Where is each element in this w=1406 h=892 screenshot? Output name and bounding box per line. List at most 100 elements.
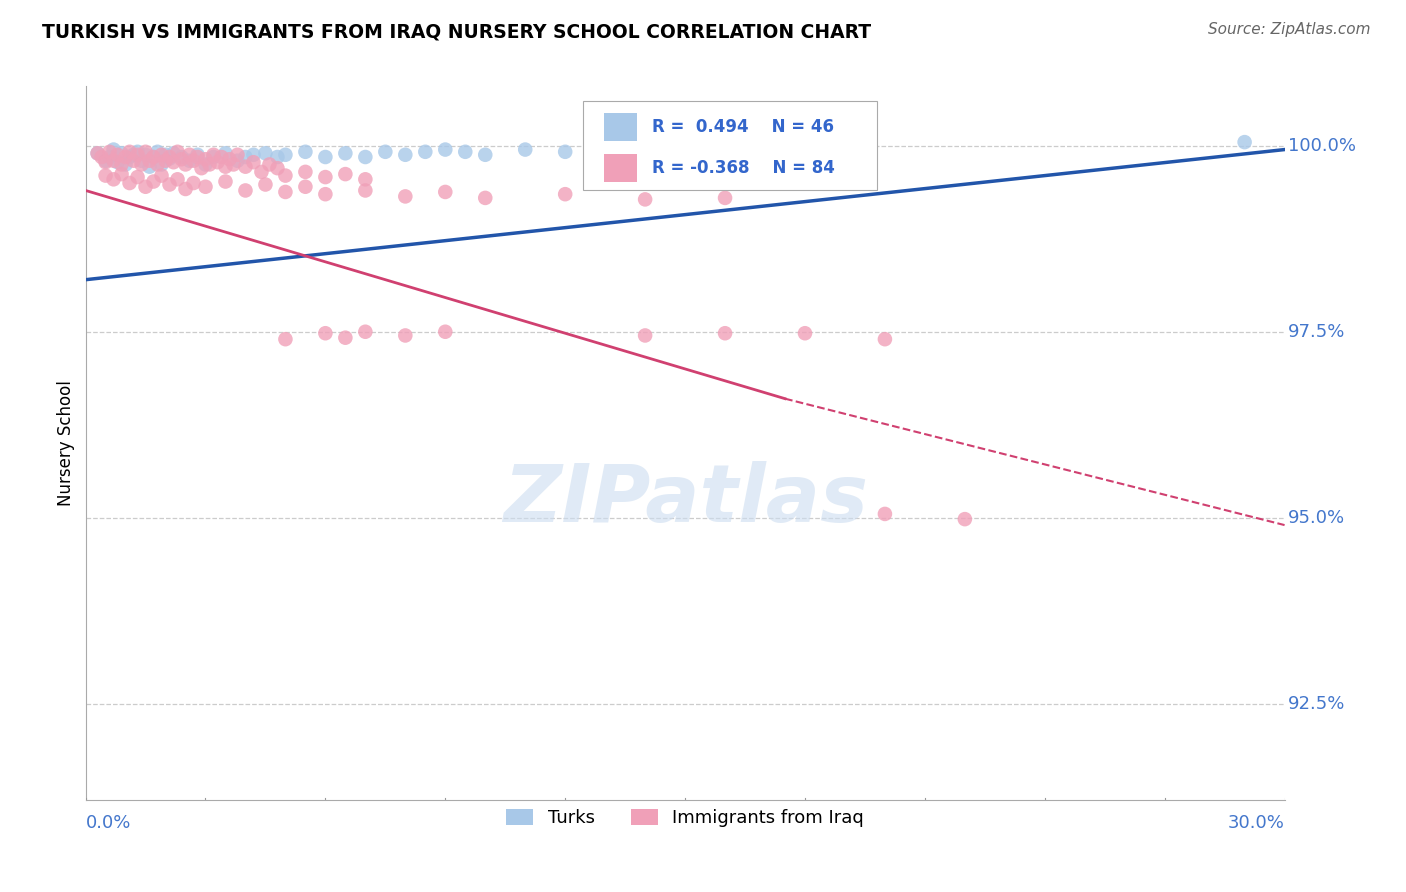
Point [235,150,257,164]
Point [294,165,316,179]
Point [110,167,132,181]
Point [150,148,173,162]
Point [166,145,188,159]
Point [354,325,377,339]
Point [354,172,377,186]
Point [218,153,240,167]
Point [94,169,117,183]
Point [222,157,245,171]
Point [190,161,212,176]
Point [142,150,165,164]
Point [131,157,153,171]
Point [170,153,193,167]
Point [135,179,157,194]
Point [174,182,197,196]
Point [174,157,197,171]
Point [294,179,316,194]
Point [110,146,132,161]
Text: 95.0%: 95.0% [1288,508,1346,526]
Point [266,150,288,164]
Point [110,157,132,171]
Point [242,148,264,162]
Point [335,331,357,345]
Point [394,328,416,343]
Point [274,148,297,162]
Point [170,150,193,164]
Point [202,150,225,164]
Point [194,153,217,167]
Point [235,160,257,174]
Point [314,170,336,185]
Text: 0.0%: 0.0% [86,814,131,832]
Point [122,153,145,168]
Text: 92.5%: 92.5% [1288,695,1346,713]
Text: ZIPatlas: ZIPatlas [502,461,868,540]
Point [354,150,377,164]
Point [146,157,169,171]
Point [242,155,264,169]
Point [127,170,149,185]
Point [266,161,288,176]
Point [374,145,396,159]
Point [554,145,576,159]
Point [135,145,157,159]
Point [86,146,108,161]
Point [634,328,657,343]
Point [226,148,249,162]
Point [94,155,117,169]
Point [254,178,277,192]
Point [103,143,125,157]
Point [142,175,165,189]
Point [211,150,233,164]
Point [166,172,188,186]
Point [135,148,157,162]
Point [634,193,657,207]
Point [183,153,205,168]
Point [159,152,181,166]
Text: Source: ZipAtlas.com: Source: ZipAtlas.com [1208,22,1371,37]
Point [394,189,416,203]
Point [454,145,477,159]
Legend: Turks, Immigrants from Iraq: Turks, Immigrants from Iraq [499,801,872,834]
Point [434,143,457,157]
Y-axis label: Nursery School: Nursery School [58,380,75,507]
Point [150,169,173,183]
Point [186,148,208,162]
Point [226,153,249,168]
Point [714,191,737,205]
Point [118,150,141,164]
Point [335,167,357,181]
Point [235,184,257,198]
Point [294,145,316,159]
Point [873,332,896,346]
Point [214,160,236,174]
Point [118,145,141,159]
Point [103,153,125,168]
Point [202,148,225,162]
FancyBboxPatch shape [603,153,637,182]
Point [142,150,165,164]
Point [94,153,117,168]
Point [314,187,336,202]
Point [118,176,141,190]
Point [254,146,277,161]
Point [394,148,416,162]
Point [138,153,160,168]
Point [107,148,129,162]
Point [413,145,436,159]
Point [194,179,217,194]
Point [86,146,108,161]
Point [155,153,177,168]
Text: R = -0.368    N = 84: R = -0.368 N = 84 [651,159,834,177]
Point [179,153,201,168]
Point [127,148,149,162]
Point [314,150,336,164]
Point [873,507,896,521]
Text: 97.5%: 97.5% [1288,323,1346,341]
Point [554,187,576,202]
Point [155,148,177,162]
Point [198,157,221,171]
Point [162,155,184,169]
Point [274,185,297,199]
Text: 100.0%: 100.0% [1288,136,1357,155]
